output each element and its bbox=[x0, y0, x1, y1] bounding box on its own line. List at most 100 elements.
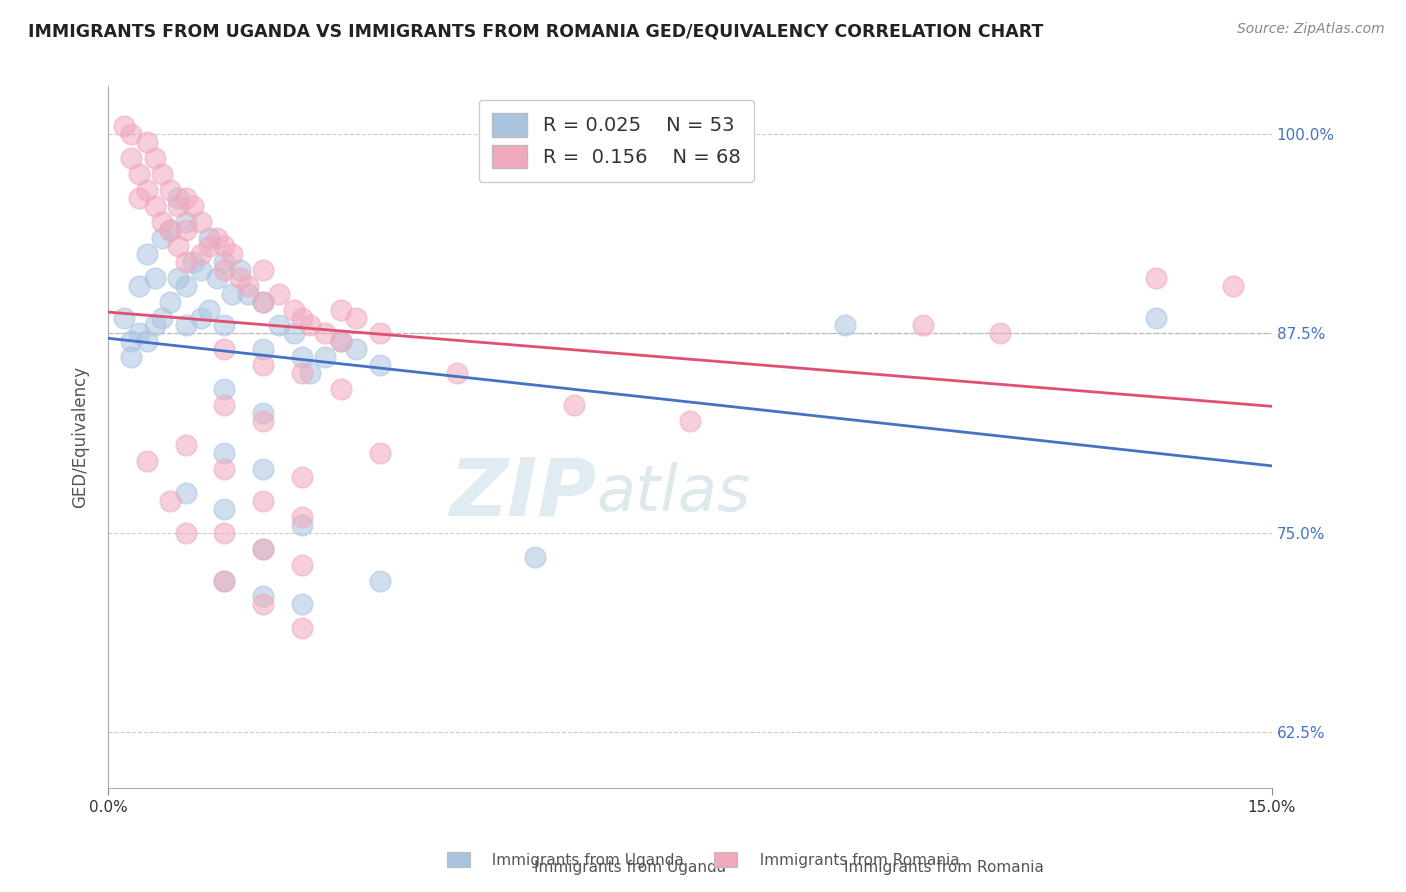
Point bbox=[174, 191, 197, 205]
Point bbox=[112, 119, 135, 133]
Point bbox=[214, 525, 236, 540]
Point bbox=[252, 262, 274, 277]
Point bbox=[135, 183, 157, 197]
Point bbox=[150, 310, 173, 325]
Point bbox=[190, 246, 212, 260]
Point bbox=[523, 549, 546, 564]
Point bbox=[143, 199, 166, 213]
Point bbox=[159, 294, 181, 309]
Point bbox=[283, 302, 305, 317]
Point bbox=[252, 359, 274, 373]
Point bbox=[159, 183, 181, 197]
Point bbox=[150, 231, 173, 245]
Point bbox=[205, 270, 228, 285]
Point bbox=[1144, 310, 1167, 325]
Point bbox=[291, 310, 314, 325]
Point bbox=[252, 462, 274, 476]
Point bbox=[128, 191, 150, 205]
Point bbox=[205, 231, 228, 245]
Point bbox=[291, 351, 314, 365]
Point bbox=[120, 127, 142, 141]
Legend:   Immigrants from Uganda,   Immigrants from Romania: Immigrants from Uganda, Immigrants from … bbox=[439, 844, 967, 875]
Point bbox=[128, 326, 150, 341]
Point bbox=[252, 598, 274, 612]
Point bbox=[190, 215, 212, 229]
Point bbox=[150, 215, 173, 229]
Point bbox=[291, 598, 314, 612]
Text: Immigrants from Uganda: Immigrants from Uganda bbox=[534, 861, 727, 875]
Y-axis label: GED/Equivalency: GED/Equivalency bbox=[72, 366, 89, 508]
Point bbox=[120, 334, 142, 349]
Point bbox=[214, 398, 236, 412]
Point bbox=[291, 366, 314, 380]
Text: Source: ZipAtlas.com: Source: ZipAtlas.com bbox=[1237, 22, 1385, 37]
Point bbox=[214, 501, 236, 516]
Point bbox=[229, 262, 252, 277]
Point bbox=[166, 239, 188, 253]
Text: IMMIGRANTS FROM UGANDA VS IMMIGRANTS FROM ROMANIA GED/EQUIVALENCY CORRELATION CH: IMMIGRANTS FROM UGANDA VS IMMIGRANTS FRO… bbox=[28, 22, 1043, 40]
Point bbox=[214, 574, 236, 588]
Point bbox=[143, 270, 166, 285]
Point bbox=[214, 318, 236, 333]
Point bbox=[329, 302, 352, 317]
Point bbox=[159, 223, 181, 237]
Text: atlas: atlas bbox=[596, 462, 751, 524]
Point bbox=[143, 151, 166, 165]
Point bbox=[229, 270, 252, 285]
Point bbox=[159, 493, 181, 508]
Point bbox=[834, 318, 856, 333]
Point bbox=[214, 446, 236, 460]
Point bbox=[236, 286, 259, 301]
Point bbox=[314, 326, 336, 341]
Point bbox=[135, 334, 157, 349]
Point bbox=[298, 318, 321, 333]
Point bbox=[174, 254, 197, 268]
Point bbox=[190, 262, 212, 277]
Point bbox=[214, 382, 236, 396]
Point bbox=[214, 262, 236, 277]
Point bbox=[214, 239, 236, 253]
Text: ZIP: ZIP bbox=[450, 454, 596, 533]
Point bbox=[368, 326, 391, 341]
Point bbox=[159, 223, 181, 237]
Point bbox=[252, 493, 274, 508]
Point bbox=[183, 199, 205, 213]
Point bbox=[368, 574, 391, 588]
Point bbox=[562, 398, 585, 412]
Point bbox=[166, 199, 188, 213]
Point bbox=[252, 294, 274, 309]
Point bbox=[344, 343, 367, 357]
Point bbox=[329, 334, 352, 349]
Point bbox=[135, 246, 157, 260]
Point bbox=[174, 223, 197, 237]
Point bbox=[143, 318, 166, 333]
Point bbox=[128, 278, 150, 293]
Point bbox=[252, 590, 274, 604]
Point bbox=[988, 326, 1011, 341]
Point bbox=[198, 302, 221, 317]
Point bbox=[120, 351, 142, 365]
Point bbox=[183, 254, 205, 268]
Point bbox=[267, 286, 290, 301]
Text: Immigrants from Romania: Immigrants from Romania bbox=[844, 861, 1043, 875]
Point bbox=[174, 525, 197, 540]
Point bbox=[135, 454, 157, 468]
Point bbox=[344, 310, 367, 325]
Point bbox=[368, 359, 391, 373]
Point bbox=[236, 278, 259, 293]
Point bbox=[329, 334, 352, 349]
Point bbox=[174, 318, 197, 333]
Point bbox=[291, 558, 314, 572]
Point bbox=[1144, 270, 1167, 285]
Point bbox=[221, 286, 243, 301]
Point bbox=[128, 167, 150, 181]
Point bbox=[252, 414, 274, 428]
Point bbox=[298, 366, 321, 380]
Point bbox=[291, 470, 314, 484]
Point bbox=[314, 351, 336, 365]
Point bbox=[166, 270, 188, 285]
Point bbox=[252, 294, 274, 309]
Point bbox=[291, 517, 314, 532]
Point bbox=[221, 246, 243, 260]
Point bbox=[911, 318, 934, 333]
